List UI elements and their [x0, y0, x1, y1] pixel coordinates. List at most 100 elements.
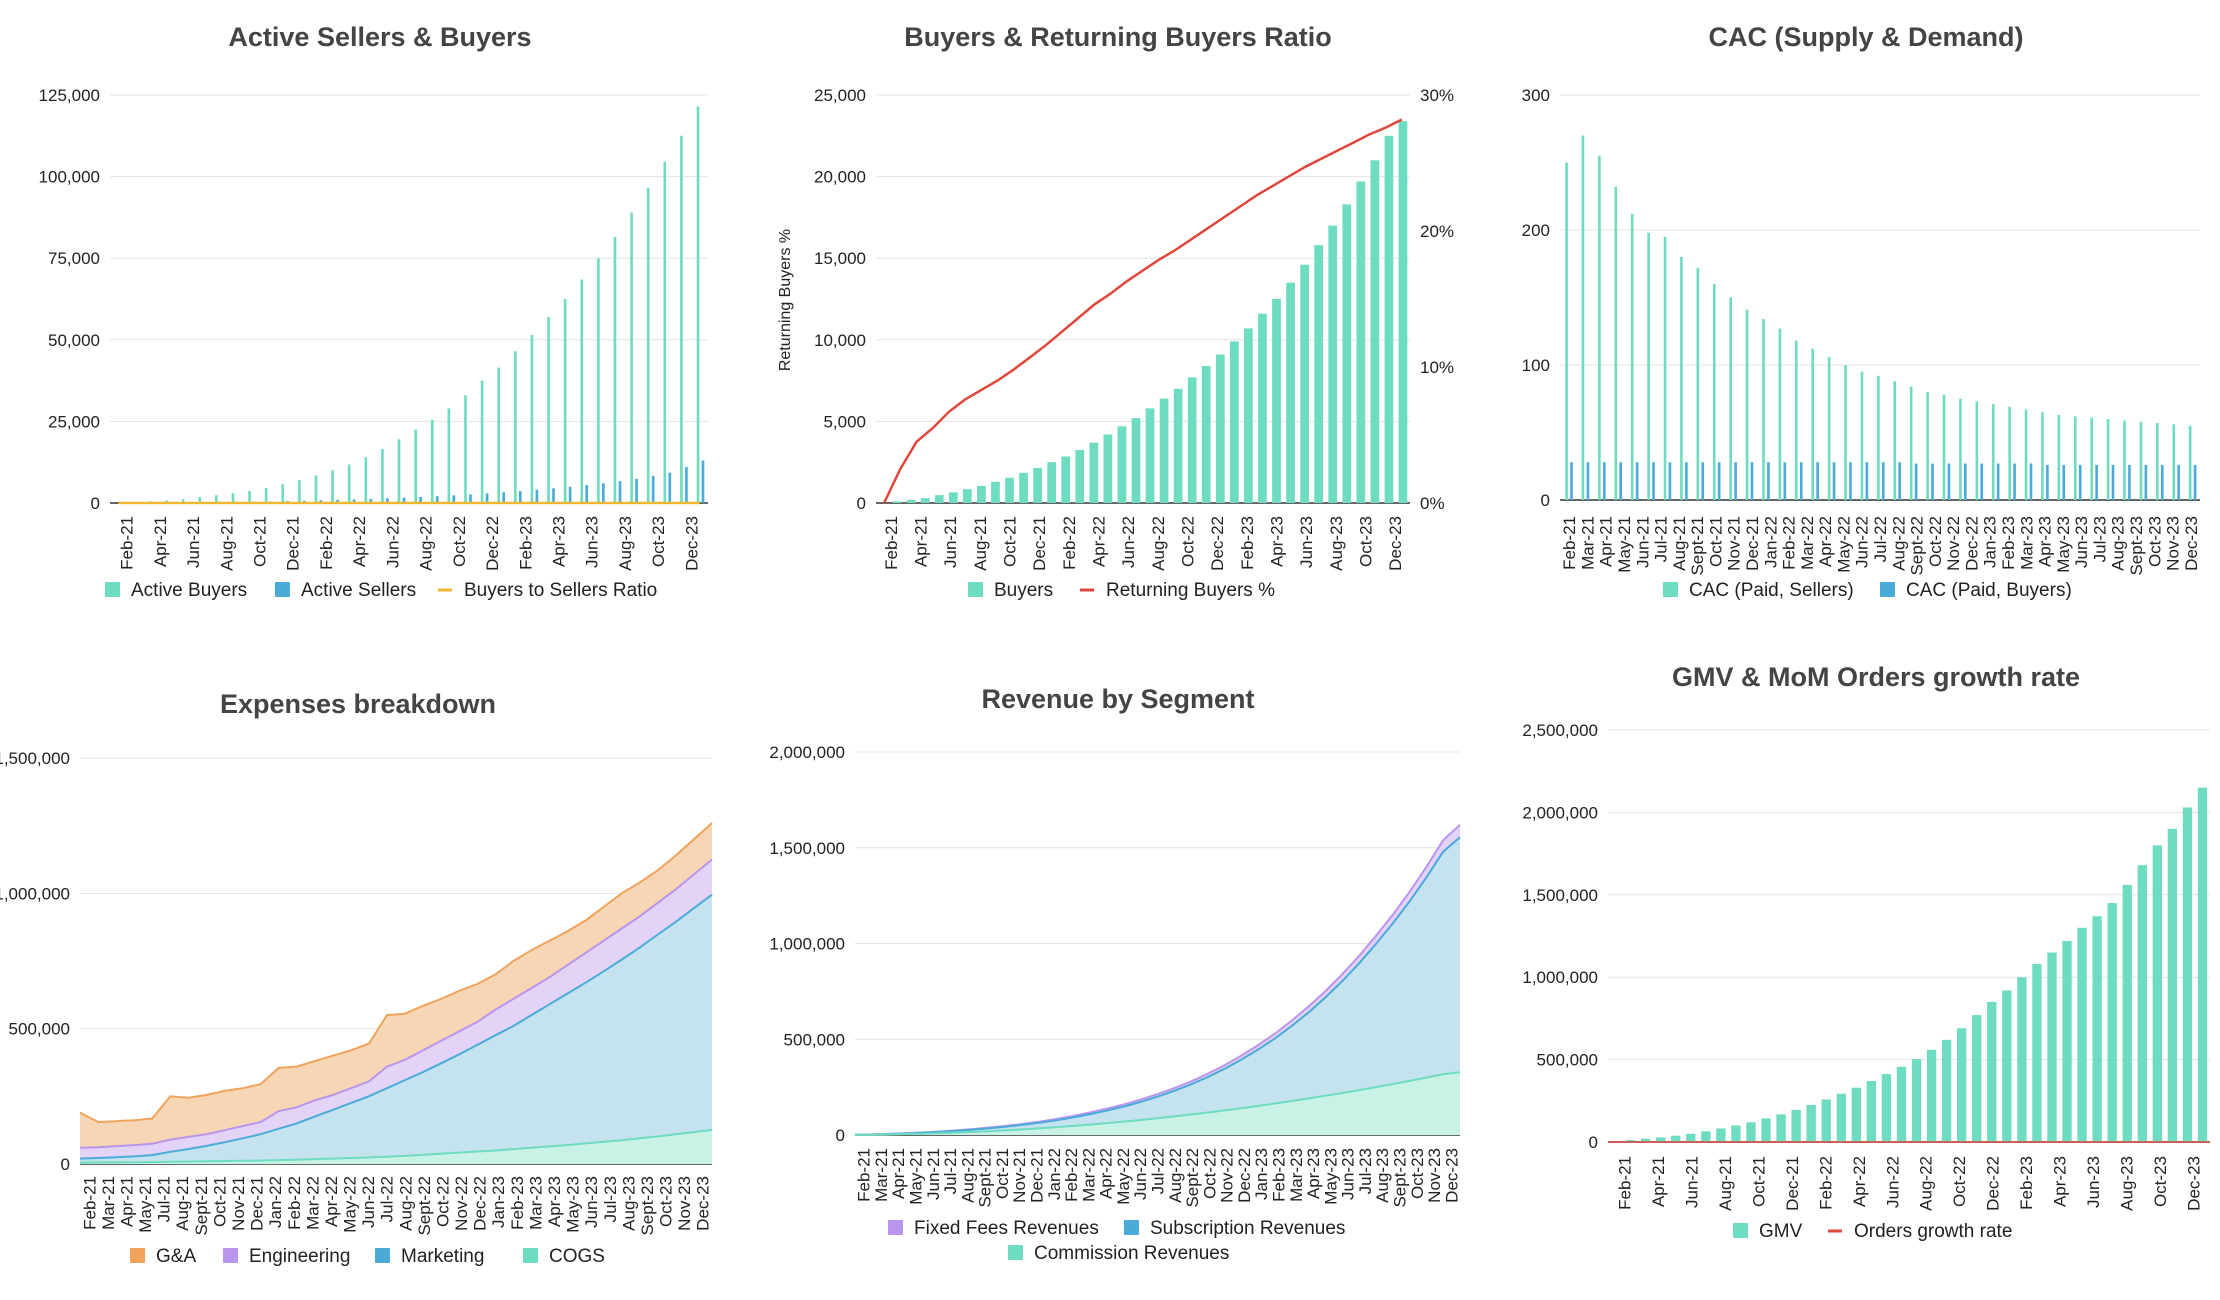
- bar-gmv: [1836, 1093, 1846, 1142]
- x-tick-label: Jul-22: [378, 1176, 397, 1222]
- bar-cac-paid-sellers-: [1860, 371, 1864, 500]
- bar-active-buyers: [347, 464, 351, 503]
- x-tick-label: Feb-23: [508, 1176, 527, 1230]
- x-tick-label: Feb-22: [1060, 516, 1079, 570]
- legend-swatch: [1663, 582, 1678, 597]
- bar-buyers: [1370, 160, 1380, 503]
- bar-cac-paid-sellers-: [1581, 135, 1585, 500]
- bar-cac-paid-buyers-: [2095, 464, 2098, 500]
- legend-swatch: [1124, 1220, 1139, 1235]
- bar-active-buyers: [613, 236, 617, 503]
- x-tick-label: Oct-22: [1950, 1156, 1969, 1207]
- bar-active-buyers: [480, 380, 484, 503]
- bar-cac-paid-sellers-: [1909, 386, 1913, 500]
- legend-label: Active Sellers: [301, 580, 416, 601]
- y-tick-label: 1,500,000: [1522, 886, 1598, 905]
- y-tick-label: 5,000: [823, 412, 866, 431]
- bar-buyers: [1033, 467, 1042, 503]
- legend-swatch: [1733, 1223, 1748, 1238]
- y-tick-label: 75,000: [48, 249, 100, 268]
- bar-cac-paid-buyers-: [1734, 462, 1737, 500]
- x-tick-label: Jun-22: [1883, 1156, 1902, 1208]
- x-tick-label: Aug-21: [1716, 1156, 1735, 1211]
- bar-active-buyers: [364, 457, 368, 503]
- y-tick-label: 500,000: [9, 1020, 70, 1039]
- bar-gmv: [1671, 1135, 1681, 1142]
- x-tick-label: Jun-21: [941, 516, 960, 568]
- x-tick-label: Dec-21: [1028, 1148, 1047, 1203]
- y2-tick-label: 10%: [1420, 358, 1454, 377]
- bar-active-sellers: [651, 475, 655, 503]
- bar-cac-paid-sellers-: [2073, 416, 2077, 500]
- bar-buyers: [1145, 408, 1155, 503]
- bar-gmv: [1866, 1081, 1877, 1142]
- x-tick-label: Aug-21: [958, 1148, 977, 1203]
- bar-gmv: [2062, 940, 2072, 1142]
- x-tick-label: Nov-23: [2164, 516, 2183, 571]
- x-tick-label: Dec-22: [1235, 1148, 1254, 1203]
- legend-item: CAC (Paid, Buyers): [1880, 580, 2072, 601]
- bar-cac-paid-buyers-: [1996, 463, 2000, 500]
- bar-active-buyers: [497, 367, 501, 503]
- bar-cac-paid-sellers-: [1926, 392, 1929, 500]
- legend-item: Returning Buyers %: [1080, 580, 1275, 601]
- x-tick-label: Sept-21: [192, 1176, 211, 1236]
- legend-item: CAC (Paid, Sellers): [1663, 580, 1854, 601]
- y-tick-label: 0: [1541, 491, 1550, 510]
- y2-tick-label: 20%: [1420, 222, 1454, 241]
- bar-gmv: [2122, 884, 2132, 1142]
- legend-label: Active Buyers: [131, 580, 247, 601]
- x-tick-label: Feb-22: [1780, 516, 1799, 570]
- bar-active-buyers: [447, 408, 451, 503]
- x-tick-label: Feb-23: [1238, 516, 1257, 570]
- bar-buyers: [1398, 121, 1408, 503]
- bar-cac-paid-sellers-: [1778, 328, 1782, 500]
- x-tick-label: Mar-21: [99, 1176, 118, 1230]
- y2-tick-label: 30%: [1420, 86, 1454, 105]
- bar-gmv: [1625, 1140, 1636, 1142]
- bar-gmv: [1701, 1131, 1711, 1142]
- bar-gmv: [1746, 1122, 1756, 1142]
- bar-cac-paid-buyers-: [1898, 462, 1902, 500]
- x-tick-label: Aug-21: [1670, 516, 1689, 571]
- legend-swatch: [968, 582, 983, 597]
- x-tick-label: Oct-23: [2151, 1156, 2170, 1207]
- y-tick-label: 2,000,000: [1522, 803, 1598, 822]
- bar-cac-paid-buyers-: [1783, 462, 1787, 500]
- legend-item: GMV: [1733, 1221, 1803, 1242]
- x-tick-label: Jun-22: [1853, 516, 1872, 568]
- bar-active-buyers: [298, 480, 301, 503]
- chart-title: Active Sellers & Buyers: [228, 22, 531, 52]
- bar-buyers: [1314, 245, 1324, 504]
- x-tick-label: May-22: [1114, 1148, 1133, 1205]
- bar-buyers: [1061, 456, 1071, 503]
- y-tick-label: 200: [1522, 221, 1550, 240]
- x-tick-label: Jul-21: [941, 1148, 960, 1194]
- x-tick-label: Oct-22: [1179, 516, 1198, 567]
- bar-cac-paid-buyers-: [2177, 464, 2180, 500]
- legend-label: Returning Buyers %: [1106, 580, 1275, 601]
- bar-active-sellers: [402, 497, 406, 503]
- legend-label: CAC (Paid, Buyers): [1906, 580, 2072, 601]
- x-tick-label: Oct-23: [657, 1176, 676, 1227]
- x-tick-label: May-23: [564, 1176, 583, 1233]
- bar-gmv: [2152, 845, 2162, 1142]
- legend-swatch: [1008, 1245, 1023, 1260]
- bar-cac-paid-buyers-: [1914, 463, 1918, 500]
- x-tick-label: Aug-21: [217, 516, 236, 571]
- bar-cac-paid-sellers-: [2008, 406, 2011, 500]
- bar-active-buyers: [198, 497, 202, 503]
- chart-buyers-returning-ratio: Buyers & Returning Buyers Ratio 0 5,000 10,…: [777, 22, 1454, 601]
- line-commission-revenues: [854, 1071, 1461, 1136]
- legend-swatch: [223, 1248, 238, 1263]
- legend-label: Engineering: [249, 1246, 350, 1267]
- x-tick-label: Sept-22: [1183, 1148, 1202, 1208]
- legend-swatch: [130, 1248, 145, 1263]
- x-tick-label: Feb-21: [855, 1148, 874, 1202]
- bar-cac-paid-sellers-: [2188, 425, 2192, 500]
- x-tick-label: Oct-21: [210, 1176, 229, 1227]
- bar-active-sellers: [469, 494, 472, 503]
- legend-label: Subscription Revenues: [1150, 1218, 1345, 1239]
- x-tick-label: Feb-21: [882, 516, 901, 570]
